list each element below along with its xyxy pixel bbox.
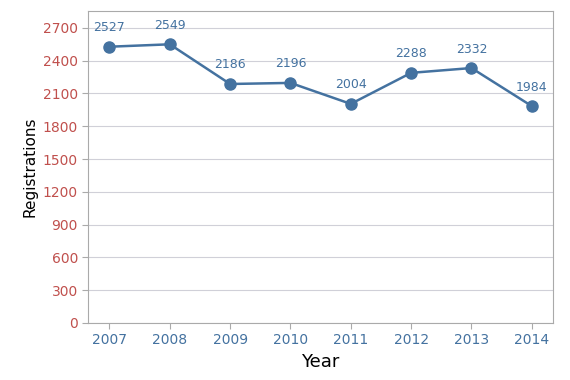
Text: 2527: 2527 bbox=[93, 21, 125, 34]
Text: 2549: 2549 bbox=[154, 19, 186, 32]
Text: 2196: 2196 bbox=[275, 57, 306, 70]
Text: 2288: 2288 bbox=[395, 48, 427, 60]
X-axis label: Year: Year bbox=[302, 353, 340, 371]
Text: 2004: 2004 bbox=[335, 78, 367, 92]
Text: 1984: 1984 bbox=[516, 81, 548, 93]
Text: 2332: 2332 bbox=[455, 43, 487, 55]
Y-axis label: Registrations: Registrations bbox=[22, 117, 37, 217]
Text: 2186: 2186 bbox=[214, 59, 246, 71]
